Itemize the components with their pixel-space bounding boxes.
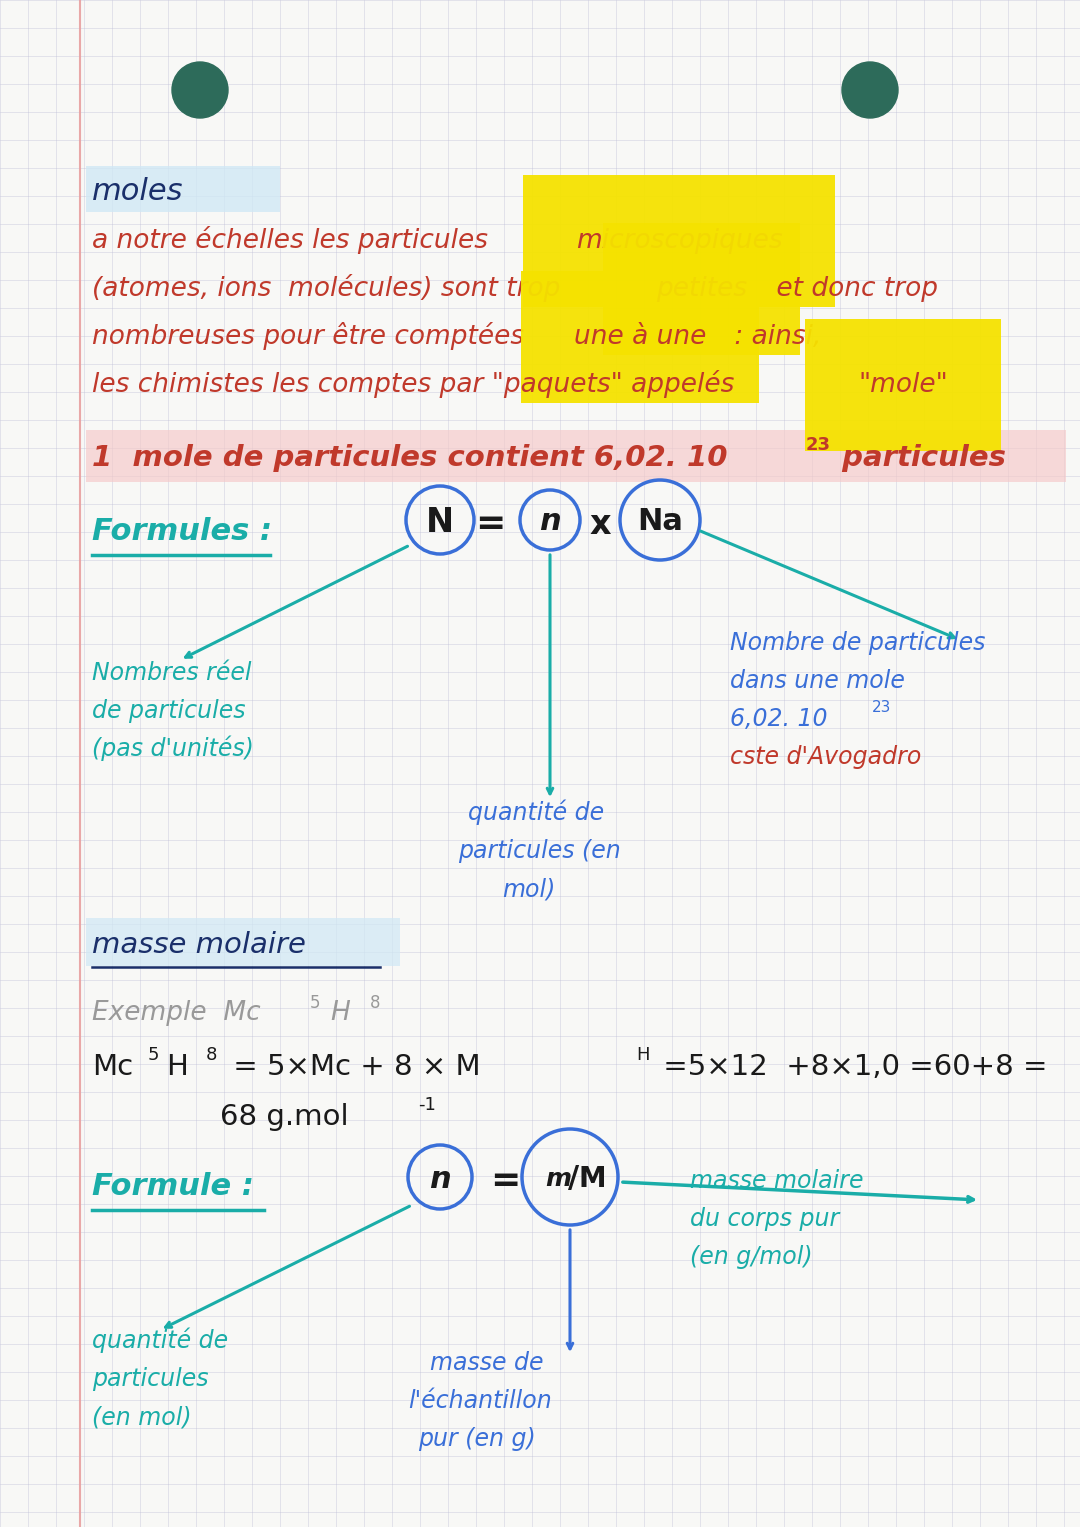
Text: 6,02. 10: 6,02. 10 <box>730 707 827 731</box>
Text: du corps pur: du corps pur <box>690 1206 839 1231</box>
Text: = 5×Mc + 8 × M: = 5×Mc + 8 × M <box>224 1054 481 1081</box>
Text: particules (en: particules (en <box>458 838 621 863</box>
FancyBboxPatch shape <box>86 166 280 212</box>
Text: n: n <box>539 507 561 536</box>
Text: 5: 5 <box>310 994 321 1012</box>
Text: 8: 8 <box>206 1046 217 1064</box>
Circle shape <box>842 63 897 118</box>
Text: 1  mole de particules contient 6,02. 10: 1 mole de particules contient 6,02. 10 <box>92 444 728 472</box>
Text: 5: 5 <box>148 1046 160 1064</box>
Text: petites: petites <box>656 276 747 302</box>
Text: n: n <box>429 1165 450 1194</box>
Text: m: m <box>545 1167 571 1191</box>
Text: quantité de: quantité de <box>92 1327 228 1353</box>
Text: 23: 23 <box>872 699 891 715</box>
Text: H: H <box>636 1046 649 1064</box>
Text: M: M <box>578 1165 606 1193</box>
Text: Formules :: Formules : <box>92 518 272 547</box>
Text: dans une mole: dans une mole <box>730 669 905 693</box>
Text: (atomes, ions  molécules) sont trop: (atomes, ions molécules) sont trop <box>92 273 569 302</box>
Text: cste d'Avogadro: cste d'Avogadro <box>730 745 921 770</box>
Text: masse de: masse de <box>430 1351 543 1374</box>
FancyBboxPatch shape <box>86 918 400 967</box>
Text: Formule :: Formule : <box>92 1173 254 1202</box>
Text: Nombre de particules: Nombre de particules <box>730 631 985 655</box>
Text: -1: -1 <box>418 1096 436 1115</box>
Text: Nombres réel: Nombres réel <box>92 661 252 686</box>
Text: =5×12  +8×1,0 =60+8 =: =5×12 +8×1,0 =60+8 = <box>654 1054 1048 1081</box>
Text: mol): mol) <box>502 876 555 901</box>
Text: =: = <box>490 1164 521 1199</box>
Text: "mole": "mole" <box>858 373 948 399</box>
Text: a notre échelles les particules: a notre échelles les particules <box>92 226 497 253</box>
Text: 68 g.mol: 68 g.mol <box>220 1102 349 1132</box>
Text: (pas d'unités): (pas d'unités) <box>92 736 254 760</box>
Text: moles: moles <box>92 177 184 206</box>
Text: /: / <box>568 1165 580 1194</box>
Text: : ainsi,: : ainsi, <box>726 324 822 350</box>
Text: H: H <box>166 1054 188 1081</box>
Bar <box>86 431 1066 483</box>
Text: H: H <box>330 1000 350 1026</box>
Text: 8: 8 <box>370 994 380 1012</box>
Text: Mc: Mc <box>92 1054 133 1081</box>
Text: particules: particules <box>92 1367 208 1391</box>
Text: N: N <box>426 505 454 539</box>
Text: (en g/mol): (en g/mol) <box>690 1245 812 1269</box>
Text: et donc trop: et donc trop <box>768 276 939 302</box>
Text: Exemple  Mc: Exemple Mc <box>92 1000 260 1026</box>
Text: nombreuses pour être comptées: nombreuses pour être comptées <box>92 322 532 350</box>
Text: Na: Na <box>637 507 683 536</box>
Text: l'échantillon: l'échantillon <box>408 1390 552 1412</box>
Text: quantité de: quantité de <box>468 800 604 825</box>
Text: microscopiques: microscopiques <box>576 228 783 253</box>
Text: de particules: de particules <box>92 699 245 722</box>
Circle shape <box>172 63 228 118</box>
Text: une à une: une à une <box>573 324 706 350</box>
Text: (en mol): (en mol) <box>92 1405 191 1429</box>
Text: particules: particules <box>832 444 1005 472</box>
Text: les chimistes les comptes par "paquets" appelés: les chimistes les comptes par "paquets" … <box>92 370 743 399</box>
Text: masse molaire: masse molaire <box>690 1170 864 1193</box>
Text: x: x <box>590 507 611 541</box>
Text: 23: 23 <box>806 437 831 454</box>
Text: =: = <box>475 507 505 541</box>
Text: masse molaire: masse molaire <box>92 931 306 959</box>
Text: pur (en g): pur (en g) <box>418 1428 536 1451</box>
